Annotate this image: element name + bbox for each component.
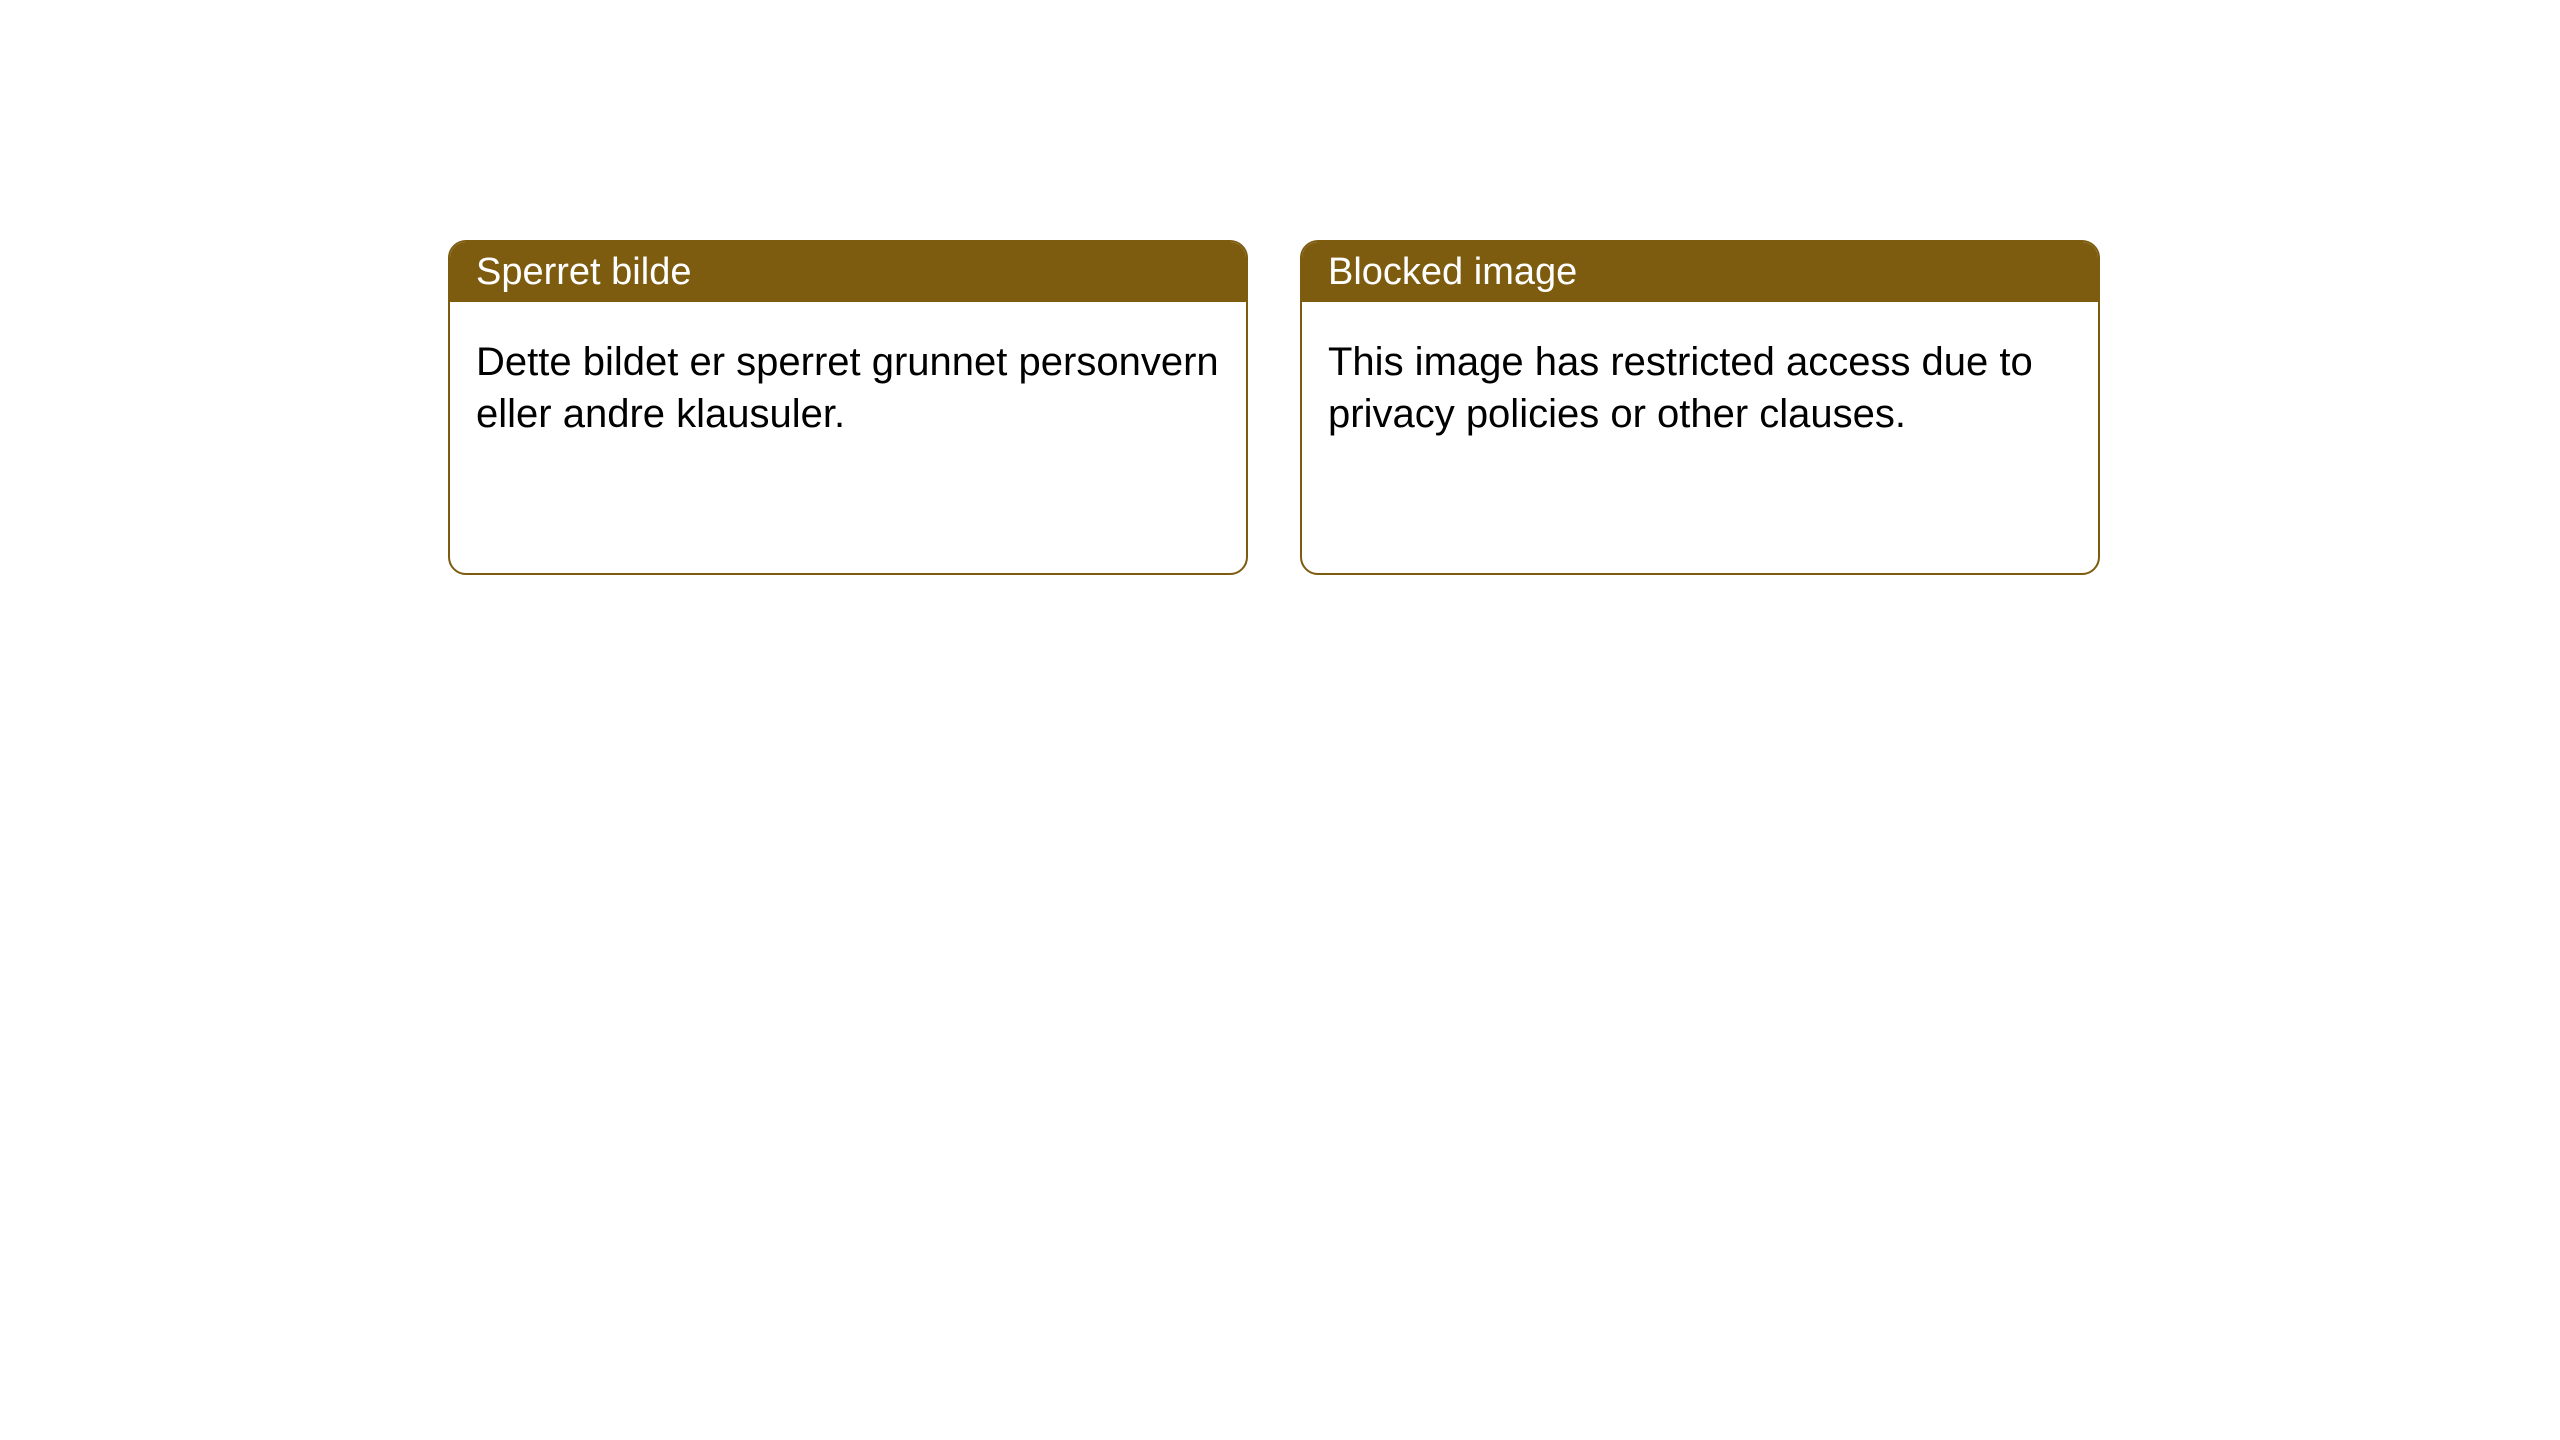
cards-container: Sperret bilde Dette bildet er sperret gr… — [0, 240, 2560, 575]
card-body-no: Dette bildet er sperret grunnet personve… — [450, 302, 1246, 474]
blocked-image-card-en: Blocked image This image has restricted … — [1300, 240, 2100, 575]
card-body-en: This image has restricted access due to … — [1302, 302, 2098, 474]
card-title-no: Sperret bilde — [476, 251, 691, 294]
card-title-en: Blocked image — [1328, 251, 1577, 294]
card-header-en: Blocked image — [1302, 242, 2098, 302]
card-message-no: Dette bildet er sperret grunnet personve… — [476, 340, 1219, 436]
card-message-en: This image has restricted access due to … — [1328, 340, 2033, 436]
card-header-no: Sperret bilde — [450, 242, 1246, 302]
blocked-image-card-no: Sperret bilde Dette bildet er sperret gr… — [448, 240, 1248, 575]
